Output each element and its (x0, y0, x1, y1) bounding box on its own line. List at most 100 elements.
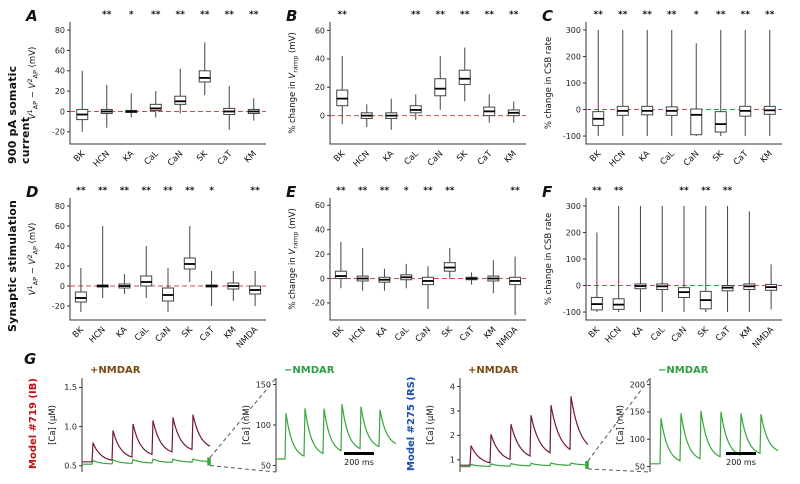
svg-text:60: 60 (315, 201, 325, 210)
box-A-CaN (174, 68, 187, 114)
svg-text:KM: KM (503, 149, 519, 165)
svg-text:CaT: CaT (732, 148, 751, 167)
trace-ylabel-0: [Ca] (μM) (48, 405, 58, 445)
svg-text:0: 0 (60, 107, 65, 116)
sig-A-HCN: ** (102, 10, 112, 20)
svg-text:-100: -100 (563, 308, 581, 317)
svg-text:NMDA: NMDA (235, 325, 261, 351)
svg-text:HCN: HCN (608, 149, 628, 169)
trace-panel-719-minus-nmdar: 50 100 150 [Ca] (nM) −NMDAR 200 ms (240, 362, 402, 482)
box-E-CaL (400, 263, 413, 289)
sig-D-SK: ** (185, 186, 195, 196)
trace-ylabel-2: [Ca] (μM) (426, 405, 436, 445)
svg-text:40: 40 (315, 226, 325, 235)
box-E-NMDA (509, 256, 522, 316)
svg-text:CaN: CaN (670, 325, 689, 344)
condition-label-2: +NMDAR (468, 365, 519, 376)
sig-A-KA: * (129, 10, 134, 20)
box-D-BK (74, 268, 87, 312)
sig-D-CaL: ** (142, 186, 152, 196)
sig-D-KA: ** (120, 186, 130, 196)
svg-text:0: 0 (60, 282, 65, 291)
box-E-CaN (422, 266, 434, 310)
sig-E-BK: ** (336, 186, 346, 196)
svg-text:CaN: CaN (154, 325, 173, 344)
svg-text:SK: SK (696, 325, 711, 340)
box-A-KA (125, 93, 138, 118)
svg-text:KA: KA (375, 325, 390, 340)
box-B-HCN (360, 104, 373, 127)
scalebar-label-1: 200 ms (344, 458, 374, 467)
svg-text:CaT: CaT (458, 324, 477, 343)
sig-E-CaL: * (404, 186, 409, 196)
boxplot-B: B 0 20 40 60 % change in Vramp (mV) ** BK HCN KA *… (286, 7, 526, 169)
sig-C-SK: ** (716, 10, 726, 20)
box-C-KA (641, 29, 654, 137)
svg-text:1.5: 1.5 (64, 383, 77, 392)
trace-panel-719-plus-nmdar: 0.5 1.0 1.5 [Ca] (μM) +NMDAR (46, 362, 216, 482)
svg-text:BK: BK (332, 149, 347, 164)
panel-E: E -20 0 20 40 60 % change in Vramp (mV) ** BK ** H… (284, 182, 532, 358)
y-axis-label-F: % change in CSB rate (544, 213, 554, 305)
sig-D-HCN: ** (98, 186, 108, 196)
svg-text:CaN: CaN (426, 149, 445, 168)
svg-text:CaT: CaT (476, 148, 495, 167)
panel-letter-B: B (286, 7, 297, 25)
svg-text:KA: KA (121, 149, 136, 164)
trace-ylabel-3: [Ca] (nM) (616, 405, 626, 445)
box-E-KA (378, 268, 391, 291)
svg-text:BK: BK (72, 149, 87, 164)
svg-text:80: 80 (55, 202, 65, 211)
ca-trace-2-0 (460, 396, 589, 466)
ca-trace-0-1 (82, 458, 210, 465)
panel-letter-E: E (286, 183, 297, 201)
model-719-label: Model #719 (IB) (28, 378, 39, 470)
ca-trace-2-1 (460, 462, 588, 468)
trace-svg-0: 0.5 1.0 1.5 [Ca] (μM) +NMDAR (48, 365, 211, 472)
svg-text:200: 200 (566, 228, 581, 237)
box-B-CaL (409, 94, 422, 120)
svg-text:-100: -100 (563, 132, 581, 141)
svg-text:20: 20 (55, 87, 65, 96)
svg-text:200: 200 (630, 380, 645, 389)
svg-text:50: 50 (261, 461, 271, 470)
box-A-KM (247, 98, 260, 121)
svg-text:60: 60 (315, 26, 325, 35)
sig-B-CaN: ** (436, 10, 446, 20)
svg-text:KA: KA (381, 149, 396, 164)
svg-text:BK: BK (331, 325, 346, 340)
svg-text:CaL: CaL (393, 325, 411, 343)
ca-trace-3-0 (650, 410, 779, 465)
svg-text:CaL: CaL (649, 325, 667, 343)
svg-text:100: 100 (566, 79, 581, 88)
panel-D: D -20 0 20 40 60 80 V1AP − V2AP (mV) ** BK ** HCN **… (24, 182, 272, 358)
svg-text:100: 100 (630, 435, 645, 444)
box-A-HCN (100, 85, 113, 128)
y-axis-label-A: V1AP − V2AP (mV) (26, 47, 40, 120)
svg-text:60: 60 (55, 46, 65, 55)
sig-A-CaT: ** (225, 10, 235, 20)
box-D-KM (227, 271, 240, 301)
svg-text:KM: KM (222, 325, 238, 341)
svg-text:SK: SK (711, 149, 726, 164)
svg-text:CaT: CaT (216, 148, 235, 167)
box-F-CaL (656, 205, 669, 313)
panel-F: F -100 0 100 200 300 % change in CSB rate ** BK *… (540, 182, 788, 358)
trace-panel-275-plus-nmdar: 1 2 3 4 [Ca] (μM) +NMDAR (424, 362, 594, 482)
box-A-CaT (223, 86, 236, 130)
sig-C-HCN: ** (618, 10, 628, 20)
y-axis-label-E: % change in Vramp (mV) (288, 208, 300, 310)
scalebar-label-3: 200 ms (726, 458, 756, 467)
box-B-KA (385, 98, 398, 130)
box-F-KM (743, 211, 756, 313)
box-F-CaN (678, 205, 690, 313)
box-E-HCN (356, 248, 369, 291)
svg-text:3: 3 (450, 407, 455, 416)
svg-text:HCN: HCN (88, 325, 108, 345)
condition-label-0: +NMDAR (90, 365, 141, 376)
svg-text:-20: -20 (52, 302, 65, 311)
box-B-CaT (483, 94, 496, 123)
svg-text:HCN: HCN (348, 325, 368, 345)
